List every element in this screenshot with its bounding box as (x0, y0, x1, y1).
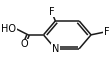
Text: F: F (104, 27, 110, 37)
Text: O: O (20, 39, 28, 49)
Text: F: F (49, 7, 54, 17)
Text: HO: HO (1, 24, 16, 34)
Text: N: N (52, 44, 59, 54)
